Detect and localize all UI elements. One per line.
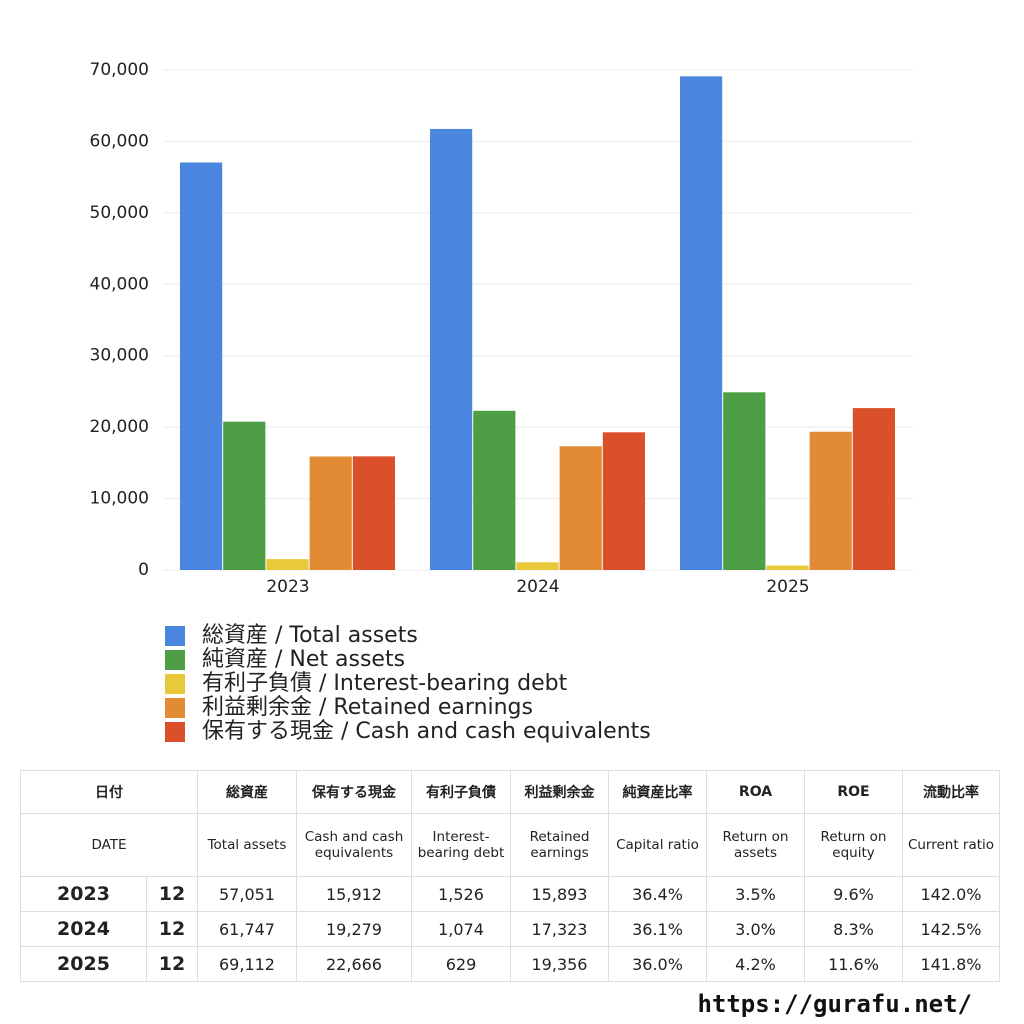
bar (559, 446, 602, 570)
table-row: 日付 総資産 保有する現金 有利子負債 利益剰余金 純資産比率 ROA ROE 流動比率 (20, 770, 1000, 814)
legend-label: 純資産 / Net assets (202, 647, 405, 672)
y-tick-label: 20,000 (90, 417, 149, 437)
table-cell: 19,356 (510, 946, 609, 982)
bar (766, 565, 809, 570)
legend-label: 保有する現金 / Cash and cash equivalents (202, 719, 651, 744)
table-cell: 57,051 (197, 876, 297, 912)
table-row: 2025 12 69,112 22,666 629 19,356 36.0% 4.2% 11.6… (20, 946, 1000, 982)
table-cell: 12 (146, 911, 198, 947)
table-cell: Current ratio (902, 813, 1000, 877)
x-tick-label: 2024 (516, 577, 559, 597)
table-cell: DATE (20, 813, 198, 877)
footer-url: https://gurafu.net/ (697, 990, 972, 1018)
x-tick-label: 2023 (266, 577, 309, 597)
y-tick-label: 0 (138, 560, 149, 580)
table-cell: 流動比率 (902, 770, 1000, 814)
table-cell: 12 (146, 876, 198, 912)
table-cell: 69,112 (197, 946, 297, 982)
bar (809, 431, 852, 570)
table-cell: 3.0% (706, 911, 805, 947)
table-cell: 2023 (20, 876, 147, 912)
y-tick-label: 40,000 (90, 274, 149, 294)
table-cell: 15,912 (296, 876, 412, 912)
legend-label: 有利子負債 / Interest-bearing debt (202, 671, 568, 696)
table-cell: Total assets (197, 813, 297, 877)
table-cell: Return on assets (706, 813, 805, 877)
bar (473, 410, 516, 570)
table-cell: Interest-bearing debt (411, 813, 511, 877)
table-cell: 15,893 (510, 876, 609, 912)
table-cell: 36.4% (608, 876, 707, 912)
table-cell: 保有する現金 (296, 770, 412, 814)
table-cell: 12 (146, 946, 198, 982)
bar (852, 408, 895, 570)
y-tick-label: 60,000 (90, 131, 149, 151)
legend-swatch (165, 722, 185, 742)
table-cell: ROA (706, 770, 805, 814)
bar (266, 559, 309, 570)
table-cell: 利益剰余金 (510, 770, 609, 814)
table-cell: 3.5% (706, 876, 805, 912)
table-cell: 1,526 (411, 876, 511, 912)
table-cell: Return on equity (804, 813, 903, 877)
bar (223, 421, 266, 570)
data-table: 日付 総資産 保有する現金 有利子負債 利益剰余金 純資産比率 ROA ROE 流動比率 DATE… (20, 770, 1000, 982)
table-cell: 総資産 (197, 770, 297, 814)
table-cell: 1,074 (411, 911, 511, 947)
table-cell: 2024 (20, 911, 147, 947)
table-row: 2023 12 57,051 15,912 1,526 15,893 36.4% 3.5% 9.… (20, 876, 1000, 912)
bar (723, 392, 766, 570)
table-cell: 629 (411, 946, 511, 982)
table-cell: Capital ratio (608, 813, 707, 877)
x-tick-label: 2025 (766, 577, 809, 597)
table-cell: Retained earnings (510, 813, 609, 877)
legend-swatch (165, 674, 185, 694)
table-cell: 36.0% (608, 946, 707, 982)
bar (309, 456, 352, 570)
table-body: 日付 総資産 保有する現金 有利子負債 利益剰余金 純資産比率 ROA ROE 流動比率 DATE… (20, 770, 1000, 982)
table-cell: 有利子負債 (411, 770, 511, 814)
table-cell: 2025 (20, 946, 147, 982)
table-cell: 8.3% (804, 911, 903, 947)
bar (602, 432, 645, 570)
table-row: 2024 12 61,747 19,279 1,074 17,323 36.1% 3.0% 8.… (20, 911, 1000, 947)
legend-label: 利益剰余金 / Retained earnings (202, 695, 533, 720)
table-cell: 142.0% (902, 876, 1000, 912)
bar (516, 562, 559, 570)
legend-swatch (165, 698, 185, 718)
table-cell: 36.1% (608, 911, 707, 947)
bar (352, 456, 395, 570)
bar (680, 76, 723, 570)
bar (180, 162, 223, 570)
table-cell: Cash and cash equivalents (296, 813, 412, 877)
table-cell: 9.6% (804, 876, 903, 912)
legend-swatch (165, 650, 185, 670)
table-cell: 19,279 (296, 911, 412, 947)
y-tick-label: 10,000 (90, 489, 149, 509)
table-cell: 純資産比率 (608, 770, 707, 814)
table-cell: 22,666 (296, 946, 412, 982)
chart: 0 10,000 20,000 30,000 40,000 50,000 60,000 70,… (90, 60, 913, 744)
bar (430, 128, 473, 570)
table-cell: 141.8% (902, 946, 1000, 982)
y-tick-label: 30,000 (90, 346, 149, 366)
y-tick-label: 50,000 (90, 203, 149, 223)
table-cell: 17,323 (510, 911, 609, 947)
table-cell: 61,747 (197, 911, 297, 947)
table-cell: 11.6% (804, 946, 903, 982)
table-cell: 日付 (20, 770, 198, 814)
table-cell: ROE (804, 770, 903, 814)
y-tick-label: 70,000 (90, 60, 149, 80)
legend-swatch (165, 626, 185, 646)
legend-label: 総資産 / Total assets (202, 623, 418, 648)
table-row: DATE Total assets Cash and cash equivalent… (20, 813, 1000, 877)
table-cell: 4.2% (706, 946, 805, 982)
table-cell: 142.5% (902, 911, 1000, 947)
